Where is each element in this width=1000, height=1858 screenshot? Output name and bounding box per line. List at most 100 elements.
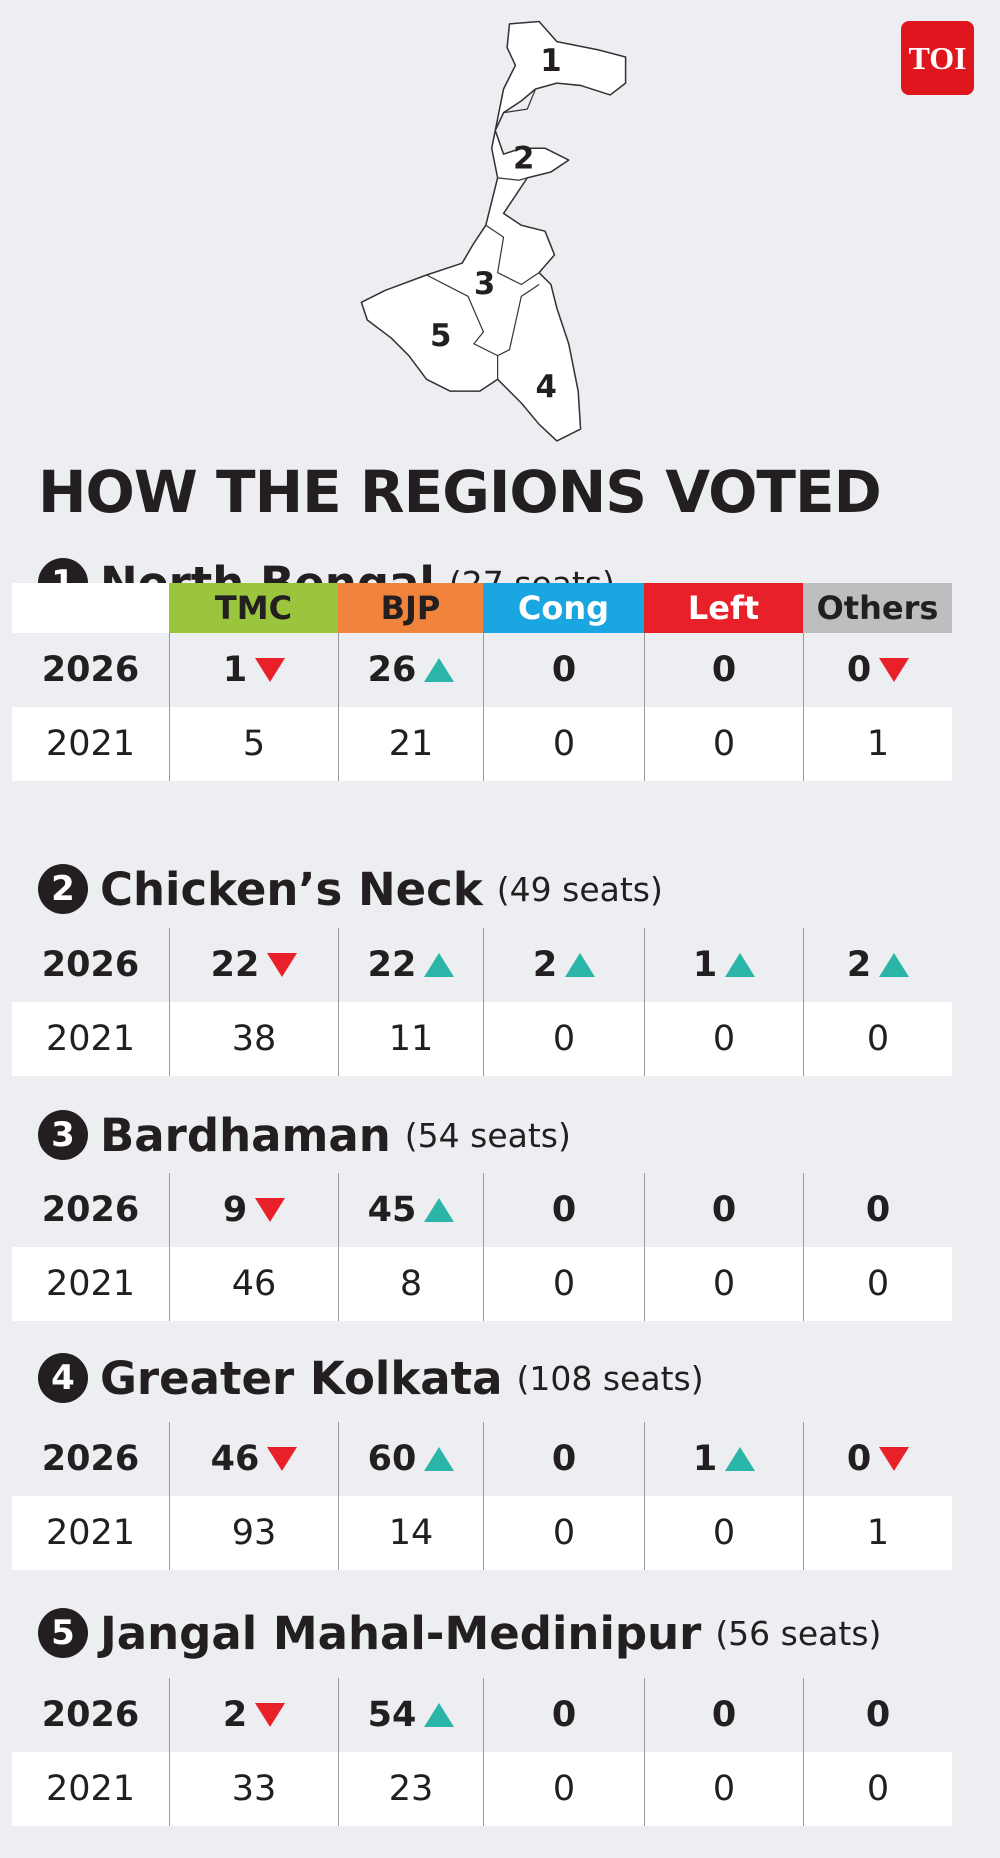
region-seats: (108 seats) <box>516 1358 704 1398</box>
arrow-shape <box>267 953 298 977</box>
up-arrow <box>725 1447 756 1471</box>
seat-count: 22 <box>367 945 417 985</box>
seat-cell: 0 <box>483 1002 644 1076</box>
seat-count: 2 <box>846 945 872 985</box>
arrow-shape <box>424 1447 455 1471</box>
up-arrow <box>424 953 455 977</box>
results-table: TMC BJP Cong Left Others 2026 1 26 0 0 0 2021 5 21 0 0 1 <box>12 583 952 781</box>
seat-count: 1 <box>866 1513 890 1553</box>
seat-cell: 2 <box>169 1678 338 1752</box>
seat-cell: 0 <box>803 633 952 707</box>
seat-count: 0 <box>846 650 872 690</box>
results-table: 2026 46 60 0 1 0 2021 93 14 0 0 1 <box>12 1422 952 1570</box>
seat-cell: 0 <box>644 1496 803 1570</box>
region-name: Bardhaman <box>100 1108 391 1162</box>
state-outline <box>360 20 627 442</box>
region-heading: 3 Bardhaman (54 seats) <box>38 1107 571 1163</box>
seat-count: 0 <box>551 1439 577 1479</box>
up-arrow <box>879 953 910 977</box>
arrow-shape <box>725 1447 756 1471</box>
up-arrow <box>424 1447 455 1471</box>
title: HOW THE REGIONS VOTED <box>38 458 882 526</box>
map-label: 4 <box>535 369 556 405</box>
seat-cell: 38 <box>169 1002 338 1076</box>
region-heading: 5 Jangal Mahal-Medinipur (56 seats) <box>38 1605 881 1661</box>
arrow-shape <box>255 1198 286 1222</box>
arrow-shape <box>424 953 455 977</box>
seat-count: 60 <box>367 1439 417 1479</box>
seat-cell: 0 <box>644 1752 803 1826</box>
seat-count: 33 <box>231 1769 277 1809</box>
down-arrow <box>879 658 910 682</box>
arrow-shape <box>424 1198 455 1222</box>
result-row: 2021 46 8 0 0 0 <box>12 1247 952 1321</box>
seat-count: 45 <box>367 1190 417 1230</box>
seat-count: 0 <box>552 1769 576 1809</box>
seat-count: 0 <box>866 1019 890 1059</box>
seat-count: 1 <box>692 945 718 985</box>
seat-count: 54 <box>367 1695 417 1735</box>
seat-cell: 0 <box>483 1678 644 1752</box>
seat-cell: 1 <box>644 928 803 1002</box>
seat-count: 0 <box>846 1439 872 1479</box>
seat-cell: 0 <box>644 1002 803 1076</box>
seat-count: 0 <box>865 1190 891 1230</box>
seat-cell: 0 <box>803 1247 952 1321</box>
seat-count: 26 <box>367 650 417 690</box>
region-number: 2 <box>38 864 88 914</box>
arrow-shape <box>879 1447 910 1471</box>
seat-cell: 45 <box>338 1173 483 1247</box>
seat-cell: 26 <box>338 633 483 707</box>
result-row: 2021 5 21 0 0 1 <box>12 707 952 781</box>
party-header: TMC <box>169 583 338 633</box>
results-table: 2026 2 54 0 0 0 2021 33 23 0 0 0 <box>12 1678 952 1826</box>
region-border <box>426 88 540 380</box>
party-header: Others <box>803 583 952 633</box>
seat-cell: 1 <box>803 1496 952 1570</box>
result-row: 2021 33 23 0 0 0 <box>12 1752 952 1826</box>
seat-cell: 9 <box>169 1173 338 1247</box>
seat-cell: 8 <box>338 1247 483 1321</box>
seat-cell: 33 <box>169 1752 338 1826</box>
seat-cell: 1 <box>169 633 338 707</box>
seat-count: 0 <box>552 724 576 764</box>
seat-count: 0 <box>866 1769 890 1809</box>
map-label: 3 <box>474 266 495 302</box>
result-row: 2021 93 14 0 0 1 <box>12 1496 952 1570</box>
seat-cell: 22 <box>169 928 338 1002</box>
seat-count: 0 <box>551 1695 577 1735</box>
seat-cell: 46 <box>169 1422 338 1496</box>
seat-count: 23 <box>388 1769 434 1809</box>
seat-cell: 0 <box>803 1422 952 1496</box>
seat-count: 0 <box>712 1019 736 1059</box>
seat-count: 11 <box>388 1019 434 1059</box>
arrow-shape <box>424 1703 455 1727</box>
seat-cell: 0 <box>483 633 644 707</box>
seat-cell: 0 <box>644 1678 803 1752</box>
year-cell: 2026 <box>41 945 140 985</box>
arrow-shape <box>725 953 756 977</box>
seat-count: 0 <box>552 1264 576 1304</box>
up-arrow <box>424 658 455 682</box>
party-header: Cong <box>483 583 644 633</box>
seat-cell: 2 <box>483 928 644 1002</box>
arrow-shape <box>255 658 286 682</box>
seat-cell: 11 <box>338 1002 483 1076</box>
seat-count: 9 <box>222 1190 248 1230</box>
arrow-shape <box>565 953 596 977</box>
seat-count: 0 <box>866 1264 890 1304</box>
map-label: 5 <box>430 318 451 354</box>
result-row: 2021 38 11 0 0 0 <box>12 1002 952 1076</box>
seat-count: 0 <box>712 724 736 764</box>
up-arrow <box>424 1703 455 1727</box>
seat-count: 93 <box>231 1513 277 1553</box>
seat-cell: 0 <box>483 1422 644 1496</box>
party-header-row: TMC BJP Cong Left Others <box>12 583 952 633</box>
seat-count: 0 <box>552 1513 576 1553</box>
seat-cell: 5 <box>169 707 338 781</box>
region-seats: (49 seats) <box>496 869 663 909</box>
year-cell: 2026 <box>41 1439 140 1479</box>
down-arrow <box>267 1447 298 1471</box>
year-cell: 2021 <box>45 1019 136 1059</box>
